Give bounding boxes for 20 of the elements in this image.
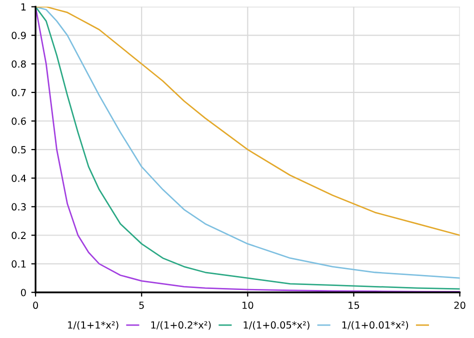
y-tick-label: 0.9 bbox=[12, 32, 26, 40]
x-tick-label: 20 bbox=[454, 302, 466, 309]
y-tick-label: 0 bbox=[20, 288, 26, 296]
x-tick-label: 10 bbox=[242, 302, 254, 309]
legend-label: 1/(1+1*x²) bbox=[68, 321, 118, 330]
y-tick-label: 0.5 bbox=[12, 146, 26, 154]
y-tick-label: 1 bbox=[21, 3, 26, 10]
y-tick-label: 0.7 bbox=[12, 88, 26, 96]
y-tick-label: 0.8 bbox=[12, 60, 26, 68]
x-tick-label: 0 bbox=[33, 302, 38, 309]
legend-label: 1/(1+0.2*x²) bbox=[151, 321, 211, 330]
y-tick-label: 0.4 bbox=[12, 174, 26, 182]
y-tick-label: 0.2 bbox=[12, 232, 26, 240]
y-tick-label: 0.3 bbox=[12, 203, 26, 211]
legend-label: 1/(1+0.01*x²) bbox=[342, 321, 408, 330]
x-tick-label: 15 bbox=[348, 302, 360, 309]
y-tick-label: 0.6 bbox=[12, 117, 26, 125]
y-tick-label: 0.1 bbox=[12, 260, 26, 268]
x-tick-label: 5 bbox=[139, 302, 144, 309]
legend-label: 1/(1+0.05*x²) bbox=[244, 321, 310, 330]
